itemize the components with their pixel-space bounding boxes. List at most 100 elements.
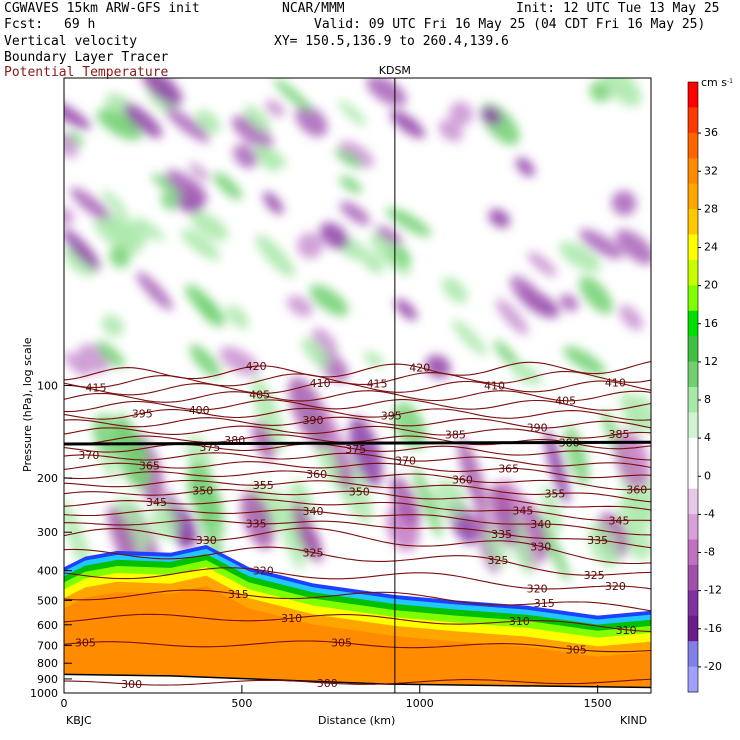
velocity-cell — [390, 110, 426, 139]
field-vertical-velocity: Vertical velocity — [4, 34, 138, 49]
colorbar-unit: cm s-1 — [701, 76, 733, 89]
theta-contour-label: 320 — [527, 583, 548, 596]
y-tick-label: 800 — [37, 657, 58, 670]
velocity-cell — [160, 192, 178, 211]
velocity-cell — [123, 103, 163, 138]
velocity-cell — [495, 298, 529, 335]
velocity-cell — [481, 106, 502, 126]
theta-contour-label: 420 — [246, 360, 267, 373]
colorbar-swatch — [688, 209, 698, 235]
colorbar-swatch — [688, 463, 698, 490]
theta-contour-label: 305 — [331, 637, 352, 650]
forecast-hour: 69 h — [64, 17, 96, 32]
velocity-cell — [319, 222, 349, 250]
velocity-cell — [251, 376, 285, 452]
theta-contour-label: 360 — [306, 468, 327, 481]
theta-contour-label: 335 — [491, 528, 512, 541]
theta-contour-label: 325 — [584, 569, 605, 582]
cross-section-coords: XY= 150.5,136.9 to 260.4,139.6 — [274, 34, 509, 49]
theta-contour-line — [64, 361, 651, 381]
theta-contour-label: 310 — [281, 612, 302, 625]
colorbar-swatch — [688, 183, 698, 210]
theta-contour-label: 405 — [249, 389, 270, 402]
theta-contour-label: 365 — [139, 460, 160, 473]
y-tick-label: 700 — [37, 639, 58, 652]
x-tick-label: 0 — [61, 697, 68, 710]
colorbar-swatch — [688, 539, 698, 566]
theta-contour-label: 405 — [555, 395, 576, 408]
velocity-cell — [255, 234, 296, 278]
velocity-cell — [515, 157, 535, 177]
y-tick-label: 200 — [37, 472, 58, 485]
velocity-cell — [195, 109, 221, 134]
colorbar-swatch — [688, 564, 698, 591]
colorbar-swatch — [688, 336, 698, 363]
theta-contour-line — [64, 399, 651, 413]
vertical-velocity-field — [64, 78, 651, 582]
velocity-cell — [292, 501, 318, 559]
y-tick-label: 100 — [37, 380, 58, 393]
colorbar-tick-label: 4 — [704, 431, 711, 444]
theta-contour-label: 330 — [196, 534, 217, 547]
velocity-cell — [309, 284, 349, 316]
velocity-cell — [339, 201, 371, 226]
velocity-cell — [70, 187, 114, 224]
colorbar-tick-label: 8 — [704, 393, 711, 406]
colorbar-tick-label: 36 — [704, 126, 718, 139]
colorbar-swatch — [688, 310, 698, 337]
velocity-cell — [339, 175, 363, 194]
theta-contour-label: 410 — [310, 377, 331, 390]
colorbar-swatch — [688, 107, 698, 134]
velocity-cell — [449, 101, 474, 126]
y-tick-label: 600 — [37, 619, 58, 632]
colorbar-swatch — [688, 514, 698, 540]
y-tick-label: 300 — [37, 526, 58, 539]
theta-contour-line — [64, 489, 651, 511]
theta-contour-label: 410 — [605, 376, 626, 389]
velocity-cell — [394, 298, 418, 321]
velocity-cell — [301, 338, 331, 368]
velocity-cell — [334, 149, 363, 169]
velocity-cell — [493, 340, 520, 368]
theta-contour-line — [64, 470, 651, 491]
colorbar-swatch — [688, 412, 698, 439]
theta-contour-line — [64, 461, 651, 479]
theta-contour-line — [64, 443, 651, 461]
theta-contour-label: 345 — [146, 496, 167, 509]
velocity-cell — [219, 346, 260, 376]
theta-contour-line — [64, 678, 651, 686]
theta-contour-line — [64, 390, 651, 403]
colorbar-swatch — [688, 234, 698, 261]
velocity-cell — [288, 376, 331, 449]
colorbar-tick-label: -4 — [704, 507, 715, 520]
velocity-cell — [485, 526, 507, 567]
velocity-cell — [64, 132, 78, 158]
velocity-cell — [297, 232, 324, 259]
theta-contour-label: 350 — [349, 485, 370, 498]
colorbar-tick-label: 32 — [704, 164, 718, 177]
velocity-cell — [390, 475, 421, 527]
start-station: KBJC — [66, 714, 92, 727]
velocity-cell — [510, 361, 542, 386]
theta-contour-label: 300 — [121, 678, 142, 691]
velocity-cell — [165, 107, 210, 143]
theta-contour-line — [64, 380, 651, 396]
velocity-cell — [611, 190, 637, 216]
colorbar-swatch — [688, 615, 698, 642]
velocity-cell — [488, 208, 511, 228]
velocity-cell — [151, 173, 186, 198]
theta-contour-label: 315 — [228, 588, 249, 601]
velocity-cell — [558, 241, 602, 273]
theta-contour-label: 305 — [75, 637, 96, 650]
colorbar-swatch — [688, 488, 698, 515]
velocity-cell — [544, 430, 570, 505]
theta-contour-label: 310 — [616, 624, 637, 637]
colorbar-frame — [687, 81, 699, 693]
velocity-cell — [363, 252, 384, 274]
velocity-cell — [243, 105, 271, 133]
velocity-cell — [619, 304, 643, 331]
theta-contour-line — [64, 613, 651, 633]
velocity-cell — [295, 105, 328, 137]
theta-contour-label: 310 — [509, 615, 530, 628]
velocity-cell — [101, 314, 124, 337]
